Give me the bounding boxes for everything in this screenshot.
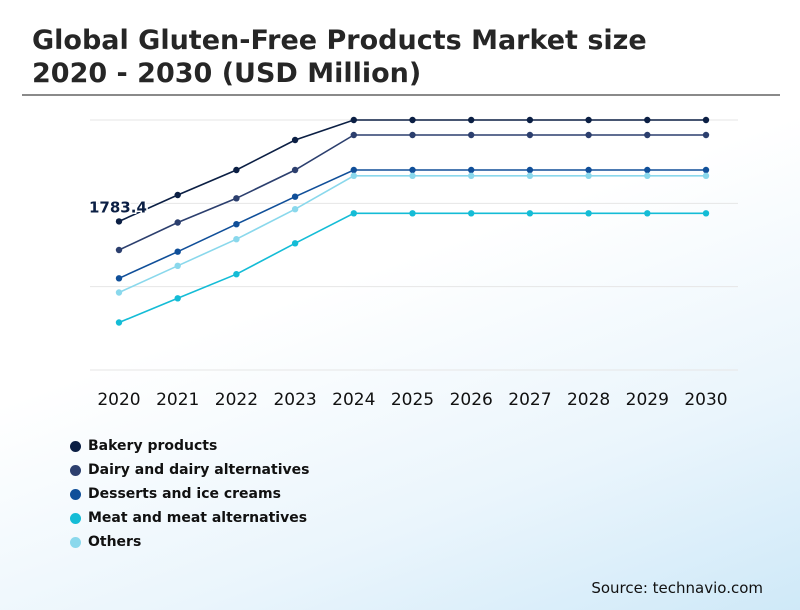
x-tick-label: 2024 — [332, 390, 375, 410]
data-point — [233, 271, 240, 278]
data-point — [526, 172, 534, 179]
title-divider — [22, 94, 780, 96]
data-point — [409, 172, 416, 179]
data-point — [350, 172, 357, 179]
data-point — [526, 131, 534, 139]
data-point — [115, 275, 123, 282]
data-point — [409, 131, 416, 139]
data-point — [585, 172, 592, 179]
series-line-4 — [118, 175, 706, 294]
legend-swatch — [70, 440, 81, 452]
data-label: 1783.4 — [89, 198, 147, 216]
data-point — [115, 218, 123, 225]
data-point — [233, 166, 240, 174]
data-point — [526, 116, 534, 124]
data-point — [585, 131, 592, 139]
x-tick-label: 2021 — [156, 390, 199, 410]
legend-item: Desserts and ice creams — [70, 482, 309, 506]
data-point — [468, 172, 475, 179]
data-point — [291, 206, 299, 213]
legend-label: Desserts and ice creams — [88, 486, 281, 502]
data-point — [350, 116, 357, 124]
data-point — [291, 136, 299, 144]
data-point — [409, 210, 416, 217]
legend: Bakery products Dairy and dairy alternati… — [70, 434, 309, 554]
data-point — [233, 221, 240, 228]
data-point — [291, 193, 299, 200]
series-line-2 — [118, 169, 706, 280]
data-point — [291, 166, 299, 174]
x-tick-label: 2020 — [97, 390, 140, 410]
series-points — [115, 116, 710, 326]
legend-swatch — [70, 512, 81, 524]
x-tick-label: 2029 — [626, 390, 669, 410]
x-tick-label: 2028 — [567, 390, 610, 410]
x-tick-label: 2023 — [273, 390, 316, 410]
x-tick-label: 2030 — [684, 390, 727, 410]
data-point — [350, 166, 357, 174]
data-point — [233, 195, 240, 202]
series-line-1 — [118, 134, 706, 251]
data-point — [585, 116, 592, 124]
legend-swatch — [70, 536, 81, 548]
series-line-3 — [118, 212, 706, 324]
legend-swatch — [70, 488, 81, 500]
data-point — [702, 131, 710, 139]
legend-item: Dairy and dairy alternatives — [70, 458, 309, 482]
data-point — [468, 166, 475, 174]
data-point — [115, 319, 123, 326]
x-tick-label: 2027 — [508, 390, 551, 410]
data-point — [468, 210, 475, 217]
legend-label: Others — [88, 534, 142, 550]
data-point — [174, 219, 181, 226]
data-point — [115, 246, 123, 254]
data-point — [350, 131, 357, 139]
data-point — [644, 131, 651, 139]
data-point — [174, 191, 181, 199]
data-point — [644, 116, 651, 124]
legend-label: Meat and meat alternatives — [88, 510, 308, 526]
source-note: Source: technavio.com — [591, 579, 763, 597]
data-point — [174, 248, 181, 255]
data-point — [644, 172, 651, 179]
data-point — [585, 166, 592, 174]
data-point — [409, 166, 416, 174]
data-point — [409, 116, 416, 124]
legend-item: Meat and meat alternatives — [70, 506, 309, 530]
x-tick-label: 2025 — [391, 390, 434, 410]
data-point — [174, 262, 181, 269]
chart-title: Global Gluten-Free Products Market size … — [32, 24, 647, 90]
series-lines — [118, 119, 706, 324]
chart-title-line-1: Global Gluten-Free Products Market size — [32, 25, 647, 56]
data-point — [468, 116, 475, 124]
x-tick-label: 2022 — [215, 390, 258, 410]
x-tick-label: 2026 — [450, 390, 493, 410]
data-point — [115, 289, 123, 296]
data-point — [702, 116, 710, 124]
data-point — [526, 166, 534, 174]
data-point — [644, 166, 651, 174]
chart-title-line-2: 2020 - 2030 (USD Million) — [32, 58, 422, 89]
data-point — [702, 166, 710, 174]
data-point — [702, 210, 710, 217]
legend-item: Bakery products — [70, 434, 309, 458]
x-axis: 2020 2021 2022 2023 2024 2025 2026 2027 2028 2029… — [97, 390, 727, 410]
gridlines — [90, 119, 738, 371]
data-point — [233, 236, 240, 243]
legend-label: Bakery products — [88, 438, 218, 454]
legend-swatch — [70, 464, 81, 476]
data-point — [174, 295, 181, 302]
legend-item: Others — [70, 530, 309, 554]
data-labels: 1783.4 — [88, 197, 149, 218]
data-point — [702, 172, 710, 179]
data-point — [526, 210, 534, 217]
data-point — [350, 210, 357, 217]
data-point — [468, 131, 475, 139]
legend-label: Dairy and dairy alternatives — [88, 462, 310, 478]
data-point — [291, 240, 299, 247]
data-point — [644, 210, 651, 217]
data-point — [585, 210, 592, 217]
